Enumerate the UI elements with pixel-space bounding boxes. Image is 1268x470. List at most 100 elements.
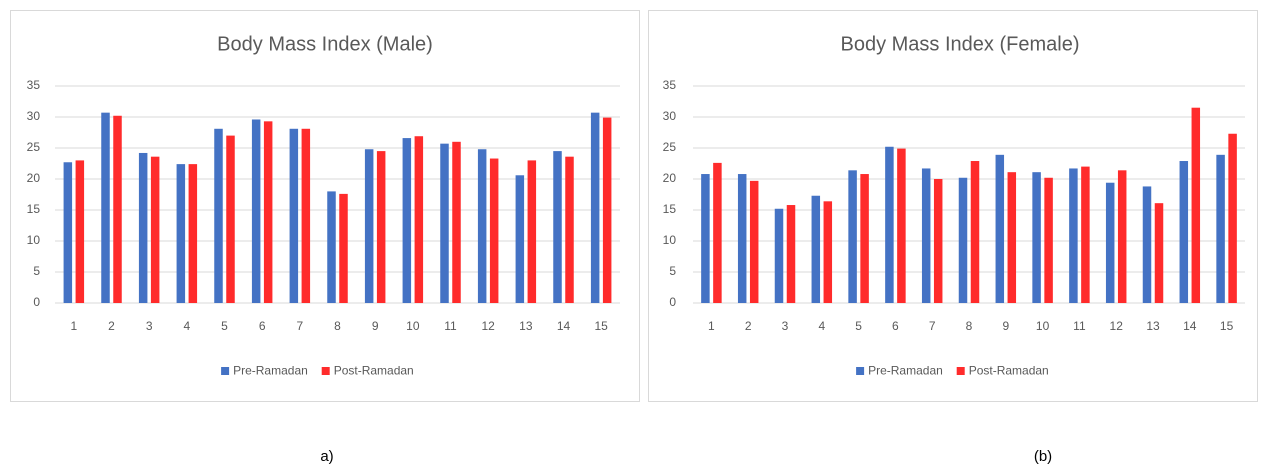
legend-label: Post-Ramadan [334,364,414,378]
bar [214,128,223,303]
x-tick-label: 7 [296,319,303,333]
bar [995,154,1005,303]
bar [339,193,348,303]
bar [188,164,198,303]
bar [565,156,574,303]
bar [263,121,273,303]
x-tick-label: 1 [70,319,77,333]
bar [860,174,869,303]
bar [1216,154,1225,303]
bar [602,117,612,304]
x-tick-label: 3 [146,319,153,333]
legend-swatch [321,367,330,375]
bar [489,158,499,303]
bar [811,195,821,303]
x-tick-label: 15 [594,319,608,333]
bar [1228,133,1237,303]
bar [970,161,980,303]
bar [1044,177,1053,303]
bar [774,208,784,303]
bar [1105,182,1115,303]
x-tick-label: 10 [1036,319,1050,333]
x-tick-label: 8 [334,319,341,333]
x-tick-label: 9 [372,319,379,333]
y-tick-label: 0 [669,295,676,309]
y-tick-label: 15 [27,202,41,216]
x-tick-label: 1 [708,319,715,333]
bar [921,168,931,303]
bar [590,112,600,303]
y-tick-label: 35 [27,78,41,92]
bar [477,149,487,303]
bar [958,177,968,303]
bar [301,128,311,303]
chart-title: Body Mass Index (Male) [217,33,433,55]
bar [414,136,424,303]
y-tick-label: 20 [27,171,41,185]
x-tick-label: 8 [966,319,973,333]
chart-title: Body Mass Index (Female) [841,33,1080,55]
bar [440,143,449,303]
legend-label: Pre-Ramadan [233,364,308,378]
bar [1191,107,1201,303]
y-tick-label: 25 [663,140,677,154]
bar [101,112,110,303]
x-tick-label: 2 [745,319,752,333]
bar [1007,172,1017,303]
bar [402,138,412,303]
x-tick-label: 3 [782,319,789,333]
bar [364,149,374,303]
x-tick-label: 7 [929,319,936,333]
bar [786,205,796,303]
x-tick-label: 5 [221,319,228,333]
bar [701,174,710,303]
bar [1069,168,1078,303]
x-tick-label: 6 [892,319,899,333]
x-tick-label: 13 [519,319,533,333]
x-tick-label: 4 [183,319,190,333]
bar [515,175,525,303]
x-tick-label: 12 [1110,319,1124,333]
x-tick-label: 11 [444,319,457,333]
legend-swatch [956,367,965,375]
y-tick-label: 15 [663,202,677,216]
bar [1032,172,1041,303]
caption: a) [320,448,333,465]
y-tick-label: 30 [27,109,41,123]
bar [226,135,235,303]
bar [138,152,148,303]
x-tick-label: 14 [1183,319,1197,333]
bar [933,179,943,303]
bar [376,151,386,303]
bar [885,146,894,303]
x-tick-label: 9 [1002,319,1009,333]
bar [713,162,722,303]
x-tick-label: 10 [406,319,420,333]
bar [527,160,537,303]
y-tick-label: 25 [27,140,41,154]
x-tick-label: 2 [108,319,115,333]
bar [289,128,299,303]
legend-swatch [856,367,865,375]
bar [749,180,759,303]
bar [1154,203,1164,303]
x-tick-label: 5 [855,319,862,333]
bar [150,156,160,303]
bar [1117,170,1127,303]
y-tick-label: 5 [33,264,40,278]
bar [1142,186,1152,303]
bar [327,191,336,303]
y-tick-label: 30 [663,109,677,123]
y-tick-label: 5 [669,264,676,278]
bar [1179,161,1189,303]
x-tick-label: 11 [1073,319,1086,333]
bar [113,115,122,303]
legend-swatch [221,367,230,375]
x-tick-label: 6 [259,319,266,333]
bar [848,170,857,303]
bar [251,119,261,303]
caption: (b) [1034,448,1052,465]
y-tick-label: 20 [663,171,677,185]
x-tick-label: 12 [481,319,495,333]
